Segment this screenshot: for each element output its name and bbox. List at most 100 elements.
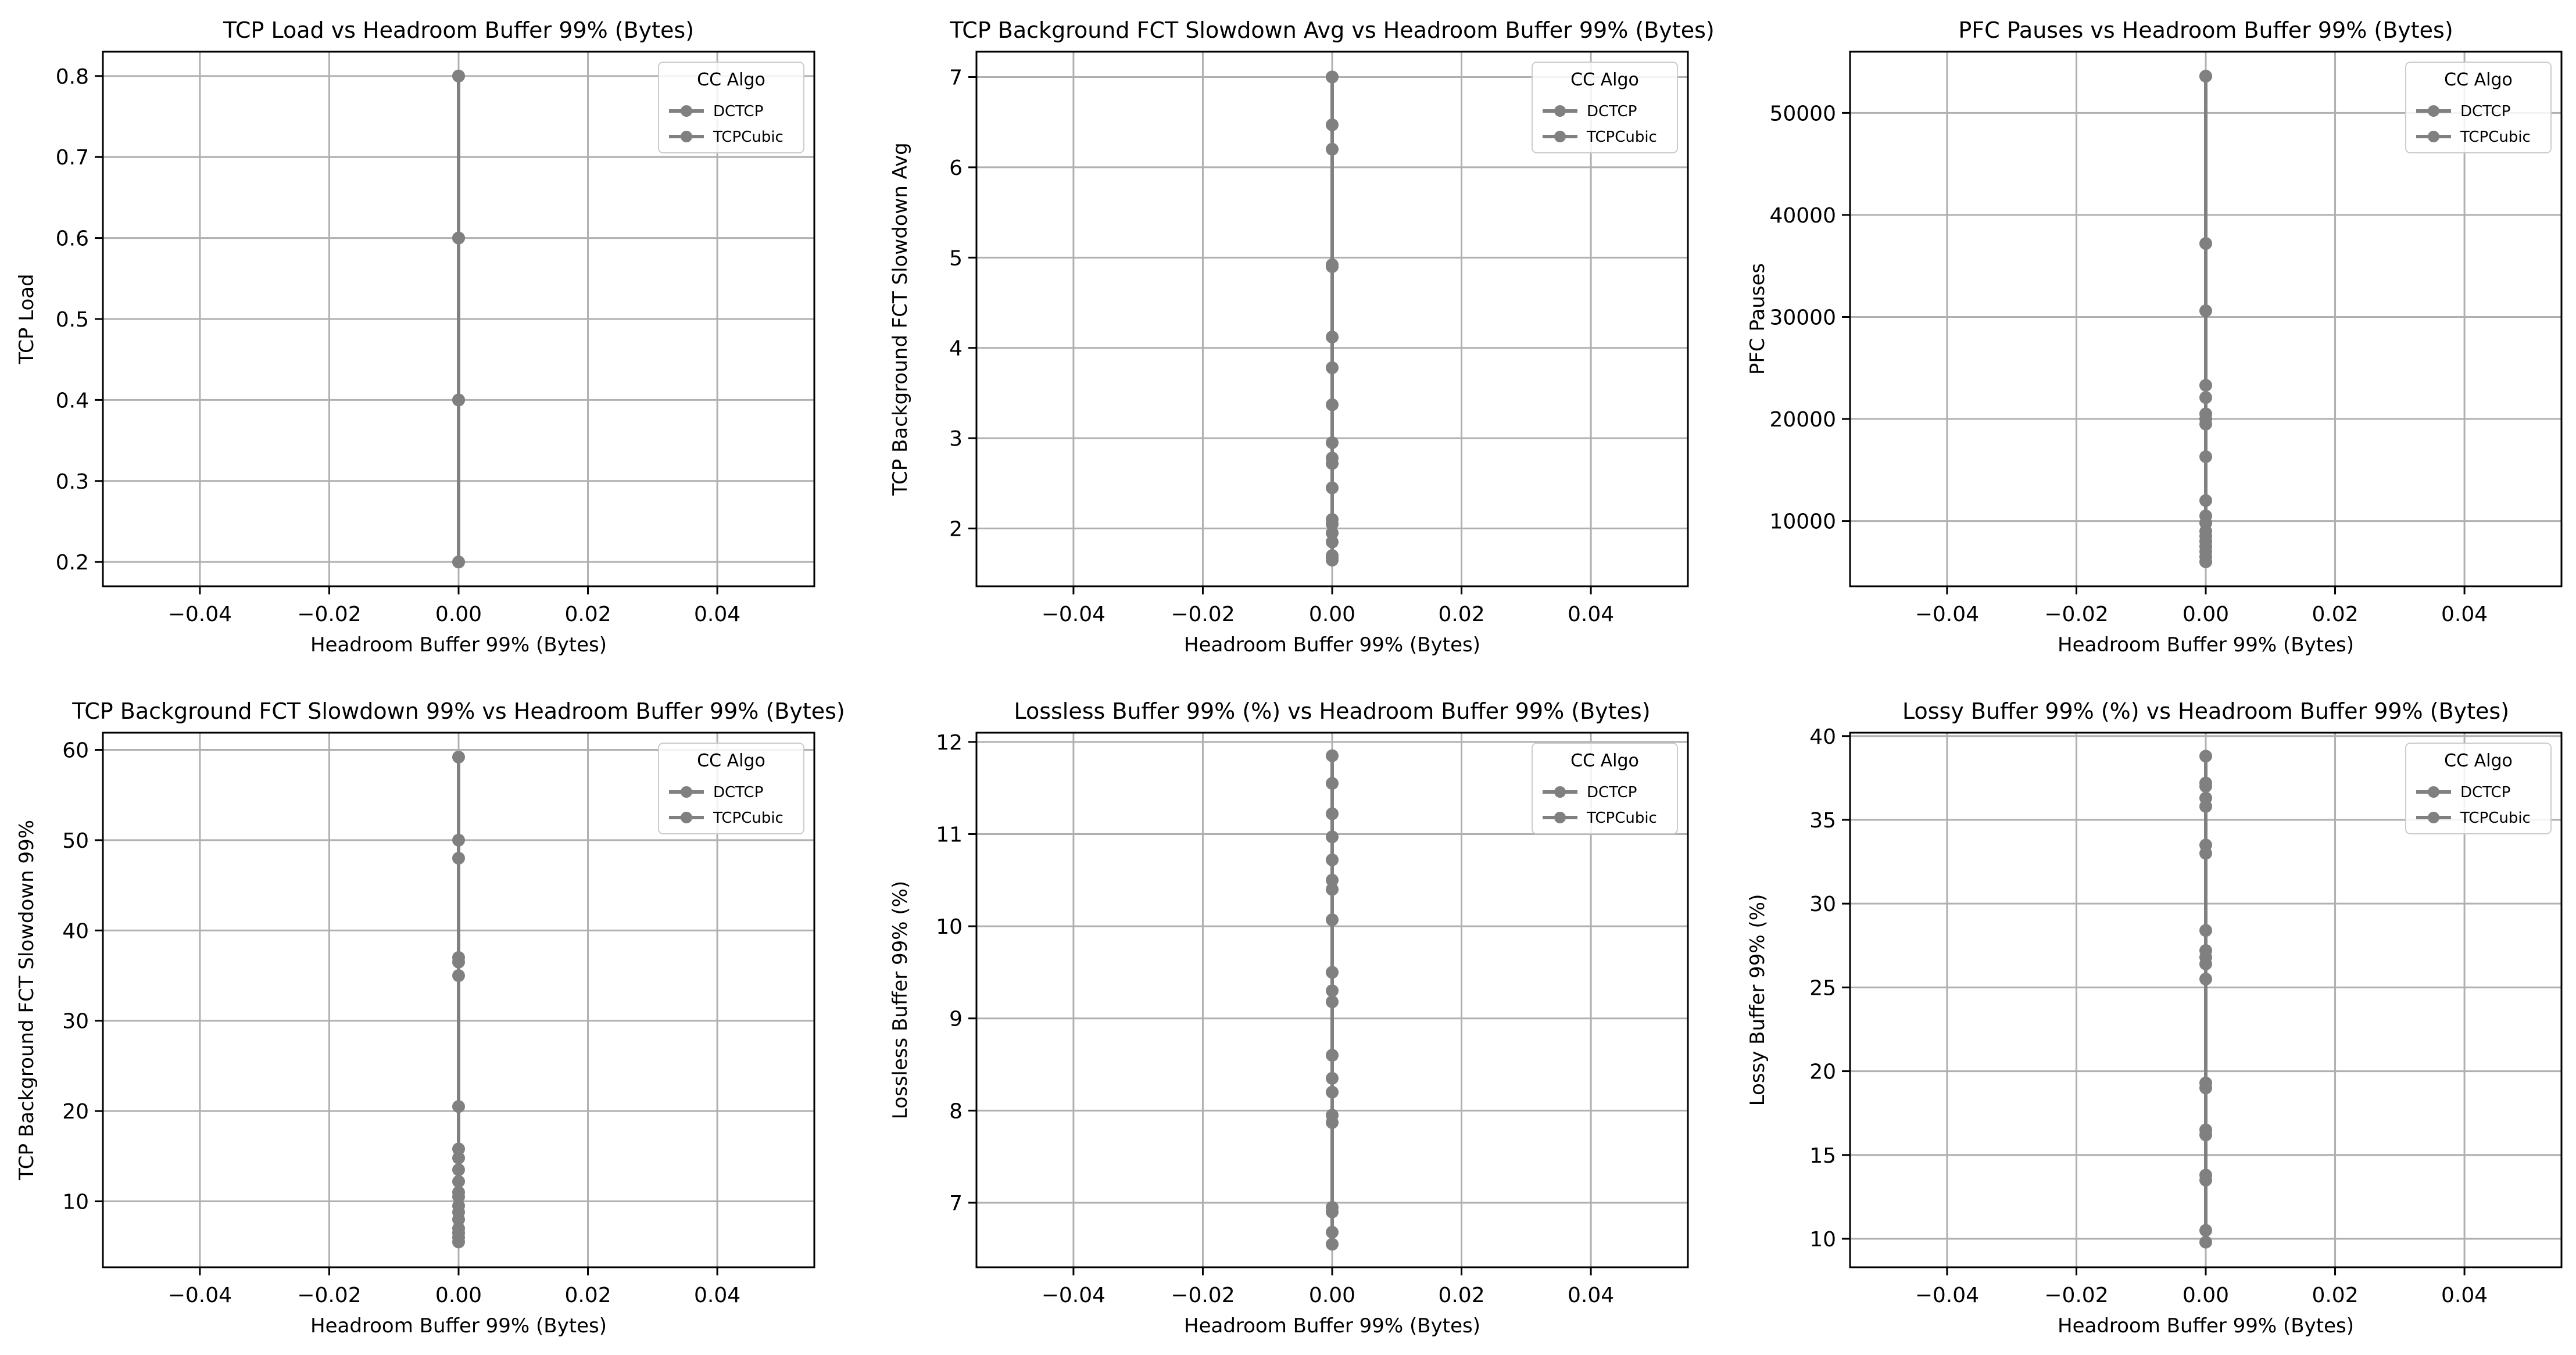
legend-entry-dctcp: DCTCP (2460, 784, 2510, 801)
subplot-5: −0.04 −0.02 0.00 0.02 0.04 7 8 9 10 11 12 Lossless … (889, 698, 1689, 1338)
data-point (1326, 1071, 1339, 1085)
x-axis-label: Headroom Buffer 99% (Bytes) (310, 633, 607, 657)
data-point (452, 1100, 465, 1113)
y-tick-label: 3 (949, 427, 963, 451)
data-point (1326, 1109, 1339, 1122)
data-point (1326, 749, 1339, 762)
y-tick-label: 12 (936, 731, 963, 755)
x-axis-label: Headroom Buffer 99% (Bytes) (310, 1314, 607, 1338)
x-axis-label: Headroom Buffer 99% (Bytes) (1184, 1314, 1480, 1338)
data-point (452, 1222, 465, 1235)
data-point (1326, 70, 1339, 84)
x-tick-label: 0.00 (435, 603, 482, 626)
y-tick-label: 20000 (1769, 408, 1836, 432)
data-point (1326, 807, 1339, 820)
y-tick-label: 0.7 (56, 146, 89, 170)
y-tick-label: 60 (62, 739, 89, 763)
y-tick-label: 20 (1809, 1060, 1836, 1084)
data-point (1326, 966, 1339, 979)
y-tick-label: 10000 (1769, 510, 1836, 534)
x-tick-label: −0.02 (2044, 1284, 2108, 1307)
legend-entry-tcpcubic: TCPCubic (2460, 809, 2531, 827)
y-tick-label: 11 (936, 823, 963, 847)
x-tick-label: 0.04 (1568, 1284, 1614, 1307)
legend-box (1532, 743, 1678, 834)
y-axis-label: Lossy Buffer 99% (%) (1746, 894, 1769, 1106)
legend-title: CC Algo (1570, 751, 1639, 771)
legend-marker (1554, 105, 1566, 117)
x-tick-label: 0.00 (2183, 603, 2229, 626)
y-tick-label: 10 (1809, 1228, 1836, 1252)
data-point (1326, 118, 1339, 131)
x-tick-label: 0.04 (1568, 603, 1614, 626)
data-point (1326, 1225, 1339, 1239)
y-axis-label: TCP Load (15, 274, 38, 364)
y-tick-label: 50 (62, 829, 89, 853)
data-point (1326, 331, 1339, 344)
y-tick-label: 0.8 (56, 65, 89, 89)
subplot-1: −0.04 −0.02 0.00 0.02 0.04 0.2 0.3 0.4 0.5 0.6 0.7… (15, 17, 815, 657)
x-tick-label: −0.02 (297, 1284, 361, 1307)
data-point (452, 69, 465, 83)
chart-title: PFC Pauses vs Headroom Buffer 99% (Bytes… (1958, 17, 2453, 43)
y-tick-label: 9 (949, 1008, 963, 1031)
legend-title: CC Algo (697, 751, 765, 771)
legend-title: CC Algo (1570, 70, 1639, 90)
legend-marker (2428, 812, 2439, 823)
chart-title: Lossless Buffer 99% (%) vs Headroom Buff… (1014, 698, 1650, 724)
x-tick-label: 0.00 (2183, 1284, 2229, 1307)
x-tick-label: 0.04 (2441, 1284, 2488, 1307)
x-tick-label: −0.02 (2044, 603, 2108, 626)
legend-entry-dctcp: DCTCP (2460, 103, 2510, 120)
legend-marker (681, 105, 692, 117)
legend-box (2405, 62, 2552, 153)
legend-marker (681, 812, 692, 823)
x-tick-label: −0.02 (297, 603, 361, 626)
y-tick-label: 25 (1809, 976, 1836, 1000)
legend: CC Algo DCTCP TCPCubic (658, 743, 804, 834)
legend-entry-dctcp: DCTCP (1587, 784, 1637, 801)
data-point (452, 1231, 465, 1244)
y-axis-label: Lossless Buffer 99% (%) (889, 881, 912, 1119)
chart-title: TCP Background FCT Slowdown Avg vs Headr… (949, 17, 1714, 43)
legend-entry-dctcp: DCTCP (713, 103, 763, 120)
x-tick-label: 0.00 (1309, 1284, 1355, 1307)
legend: CC Algo DCTCP TCPCubic (1532, 743, 1678, 834)
data-point (452, 1175, 465, 1188)
data-point (1326, 526, 1339, 540)
data-point (2199, 1123, 2212, 1137)
subplot-3: −0.04 −0.02 0.00 0.02 0.04 10000 20000 30000 400… (1746, 17, 2563, 657)
y-tick-label: 6 (949, 156, 963, 180)
data-point (2199, 407, 2212, 421)
data-point (2199, 1076, 2212, 1089)
data-point (2199, 1168, 2212, 1182)
x-tick-label: −0.04 (1915, 1284, 1979, 1307)
y-tick-label: 30000 (1769, 306, 1836, 329)
x-axis-label: Headroom Buffer 99% (Bytes) (2058, 633, 2354, 657)
y-tick-label: 10 (936, 915, 963, 939)
data-point (2199, 944, 2212, 957)
data-point (1326, 883, 1339, 896)
data-point (2199, 70, 2212, 83)
x-tick-label: 0.02 (2312, 1284, 2358, 1307)
legend-title: CC Algo (2444, 751, 2513, 771)
data-point (2199, 838, 2212, 852)
x-tick-label: −0.04 (168, 1284, 232, 1307)
y-tick-label: 7 (949, 1192, 963, 1216)
legend-box (2405, 743, 2552, 834)
legend-entry-tcpcubic: TCPCubic (713, 809, 783, 827)
x-tick-label: −0.04 (168, 603, 232, 626)
data-point (1326, 853, 1339, 866)
legend-entry-tcpcubic: TCPCubic (2460, 128, 2531, 146)
y-tick-label: 30 (62, 1010, 89, 1034)
subplot-2: −0.04 −0.02 0.00 0.02 0.04 2 3 4 5 6 7 TCP Backgrou… (889, 17, 1715, 657)
y-tick-label: 35 (1809, 809, 1836, 833)
legend-marker (681, 131, 692, 142)
x-tick-label: 0.04 (694, 1284, 740, 1307)
data-point (1326, 451, 1339, 465)
data-point (2199, 750, 2212, 763)
chart-title: Lossy Buffer 99% (%) vs Headroom Buffer … (1902, 698, 2509, 724)
data-point (1326, 513, 1339, 526)
y-tick-label: 40 (1809, 725, 1836, 749)
